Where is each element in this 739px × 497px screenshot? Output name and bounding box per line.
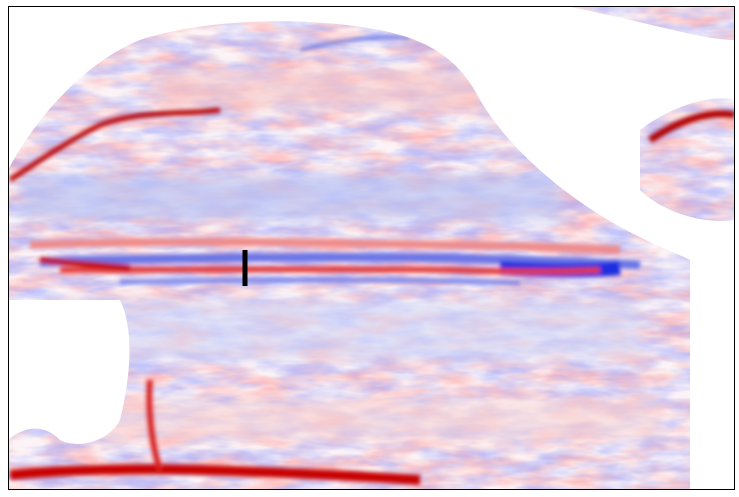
australia	[8, 300, 130, 444]
transect-marker	[242, 250, 248, 286]
map-frame	[8, 6, 735, 490]
asia	[8, 6, 110, 160]
